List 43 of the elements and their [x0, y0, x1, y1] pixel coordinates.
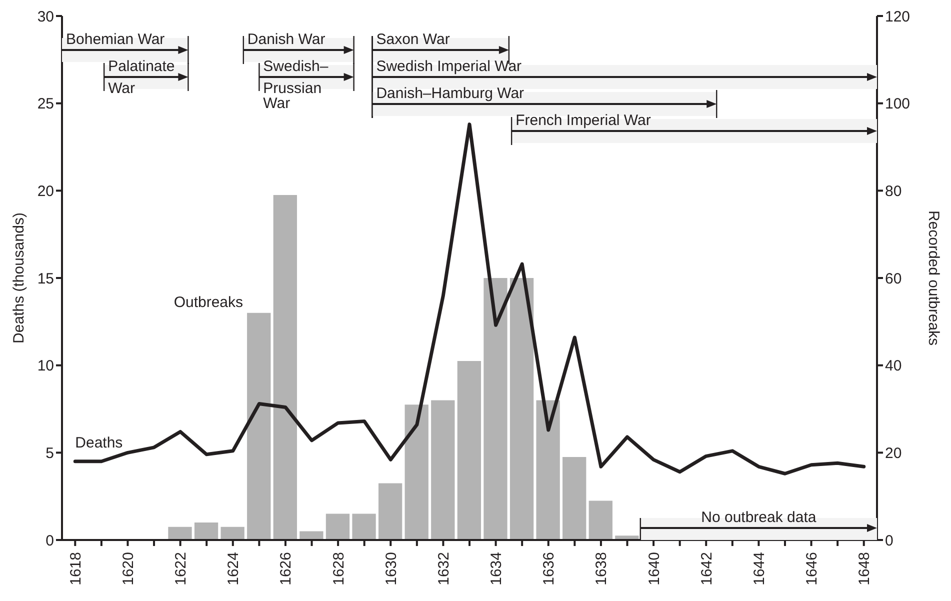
- y2-tick-label: 40: [885, 358, 902, 375]
- y-tick-label: 15: [37, 270, 54, 288]
- x-tick-label: 1640: [646, 552, 663, 586]
- y-axis-title: Deaths (thousands): [10, 212, 28, 344]
- y2-tick-label: 60: [885, 270, 902, 288]
- x-tick-label: 1634: [488, 552, 506, 586]
- x-tick-label: 1622: [172, 552, 190, 586]
- x-tick-label: 1632: [435, 552, 452, 586]
- y2-tick-label: 20: [885, 444, 902, 462]
- band-label: Danish War: [247, 31, 326, 48]
- x-tick-label: 1618: [67, 552, 84, 586]
- y-tick-label: 0: [46, 532, 54, 550]
- x-tick-label: 1620: [120, 552, 137, 586]
- y-tick-label: 25: [37, 96, 54, 113]
- band-label: Swedish Imperial War: [376, 58, 522, 75]
- y-tick-label: 10: [37, 358, 54, 375]
- series-label: Outbreaks: [174, 294, 244, 311]
- x-tick-label: 1644: [750, 552, 768, 586]
- x-tick-label: 1630: [382, 552, 400, 586]
- x-tick-label: 1624: [225, 552, 242, 586]
- y-tick-label: 5: [46, 444, 54, 462]
- y2-axis-title: Recorded outbreaks: [924, 210, 942, 346]
- y2-tick-label: 0: [885, 532, 894, 550]
- band-label: French Imperial War: [516, 112, 651, 129]
- band-label: No outbreak data: [701, 509, 817, 526]
- band-label: Saxon War: [376, 31, 450, 48]
- y2-tick-label: 100: [885, 96, 910, 113]
- x-tick-label: 1648: [856, 552, 874, 586]
- y2-tick-label: 120: [885, 8, 910, 26]
- y2-tick-label: 80: [885, 182, 902, 200]
- band-label: Palatinate War: [108, 58, 175, 97]
- x-tick-label: 1628: [330, 552, 348, 586]
- x-tick-label: 1626: [278, 552, 295, 586]
- x-tick-label: 1642: [698, 552, 716, 586]
- x-tick-label: 1646: [804, 552, 821, 586]
- x-tick-label: 1636: [540, 552, 558, 586]
- band-label: Danish–Hamburg War: [376, 85, 524, 102]
- y-tick-label: 30: [37, 8, 54, 26]
- band-label: Swedish–Prussian War: [263, 58, 329, 112]
- y-tick-label: 20: [37, 182, 54, 200]
- x-tick-label: 1638: [593, 552, 610, 586]
- band-label: Bohemian War: [66, 31, 165, 48]
- series-label: Deaths: [75, 434, 123, 452]
